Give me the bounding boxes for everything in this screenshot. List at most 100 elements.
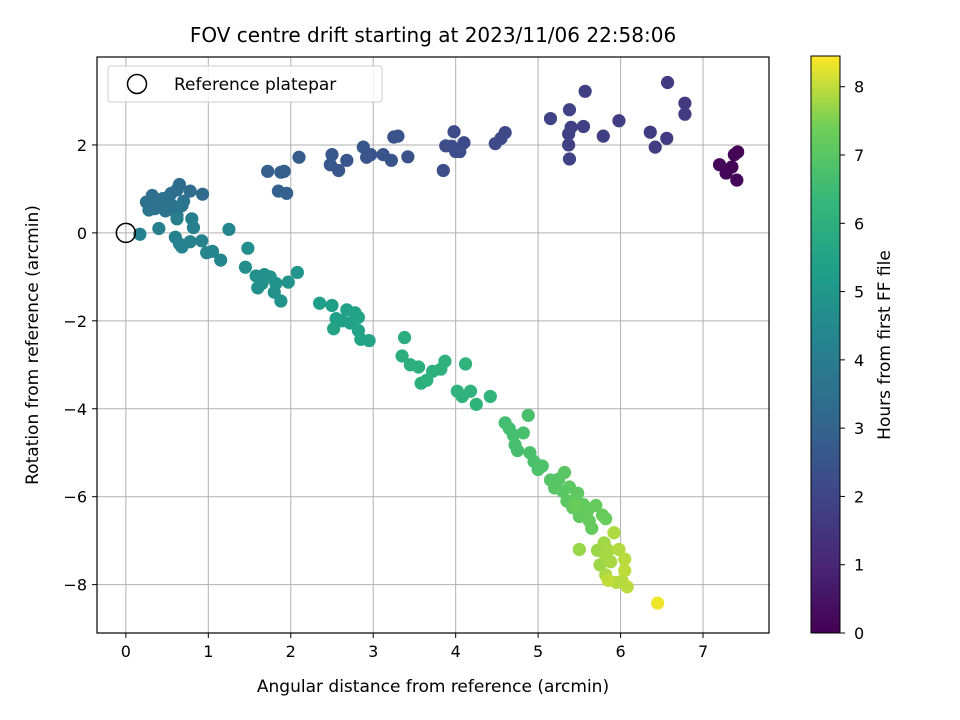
colorbar-tick-label: 4 (854, 351, 864, 370)
data-point (292, 150, 306, 164)
data-point (643, 125, 657, 139)
colorbar-tick-label: 7 (854, 146, 864, 165)
data-point (241, 241, 255, 255)
data-point (327, 322, 341, 336)
data-point (612, 114, 626, 128)
data-point (313, 296, 327, 310)
data-point (469, 397, 483, 411)
colorbar-tick-label: 5 (854, 283, 864, 302)
y-axis-label: Rotation from reference (arcmin) (23, 205, 43, 485)
x-axis-label: Angular distance from reference (arcmin) (257, 677, 609, 697)
data-point (463, 384, 478, 398)
data-point (572, 542, 586, 557)
data-point (604, 555, 618, 569)
reference-layer (115, 222, 137, 244)
data-point (585, 521, 599, 535)
data-point (543, 111, 558, 126)
data-point (397, 330, 412, 345)
data-point (596, 129, 610, 143)
data-point (660, 75, 675, 90)
x-tick-label: 3 (368, 642, 378, 661)
data-point (387, 130, 401, 144)
data-point (323, 158, 337, 172)
data-point (214, 253, 228, 267)
data-point (133, 227, 147, 241)
data-point (340, 153, 354, 167)
x-tick-label: 4 (451, 642, 461, 661)
chart-title: FOV centre drift starting at 2023/11/06 … (190, 23, 676, 47)
colorbar-ticks: 0 1 2 3 4 5 6 7 8 (840, 78, 864, 643)
data-point (521, 408, 535, 422)
legend-marker-reference (126, 73, 148, 95)
data-point (516, 426, 530, 440)
data-point (571, 486, 585, 500)
data-point (601, 573, 615, 587)
data-point (660, 131, 674, 145)
data-point (620, 580, 634, 594)
x-tick-label: 0 (121, 642, 131, 661)
colorbar-label: Hours from first FF file (875, 250, 895, 440)
y-tick-label: −4 (63, 400, 87, 419)
x-tick-label: 2 (286, 642, 296, 661)
data-point (195, 234, 209, 248)
data-point (727, 148, 741, 162)
x-tick-label: 6 (615, 642, 625, 661)
data-point (152, 221, 166, 236)
data-point (568, 498, 582, 513)
data-point (274, 294, 288, 308)
data-point (269, 276, 283, 291)
data-point (376, 148, 390, 162)
data-point (510, 443, 525, 458)
data-point (730, 173, 744, 187)
data-point (195, 187, 210, 201)
data-point (261, 164, 275, 178)
colorbar-tick-label: 6 (854, 214, 864, 233)
data-point (411, 360, 426, 374)
data-point (458, 357, 473, 371)
data-point (142, 203, 156, 217)
data-point (183, 184, 197, 198)
data-point (280, 186, 294, 200)
legend-entry-reference: Reference platepar (174, 75, 336, 95)
data-point (678, 96, 692, 110)
data-point (290, 265, 304, 280)
colorbar-tick-label: 8 (854, 78, 864, 97)
data-point (447, 125, 461, 139)
data-point (562, 138, 576, 152)
data-point (360, 150, 374, 164)
colorbar-gradient (810, 55, 841, 634)
data-point (362, 334, 376, 348)
plot-area-frame (96, 56, 770, 634)
legend: Reference platepar (107, 65, 383, 103)
colorbar-tick-label: 1 (854, 556, 864, 575)
data-point (170, 212, 184, 226)
y-tick-label: −6 (63, 488, 87, 507)
data-point (449, 144, 463, 159)
data-point (601, 543, 615, 557)
x-tick-label: 1 (203, 642, 213, 661)
data-point (562, 127, 576, 141)
data-point (401, 150, 415, 164)
data-point (274, 165, 288, 179)
y-axis-ticks: −8 −6 −4 −2 0 2 (63, 136, 97, 595)
data-point (488, 137, 502, 151)
data-point (535, 459, 549, 473)
data-point (576, 119, 591, 134)
data-point (238, 260, 253, 274)
data-point (175, 199, 189, 213)
data-point (325, 298, 339, 313)
reference-platepar-marker (115, 222, 137, 244)
data-point (678, 107, 692, 121)
data-point (618, 563, 632, 578)
x-axis-ticks: 0 1 2 3 4 5 6 7 (121, 633, 708, 661)
data-point (612, 542, 626, 557)
x-tick-label: 7 (698, 642, 708, 661)
data-point (618, 552, 632, 566)
data-point (356, 140, 370, 154)
data-point (281, 275, 295, 289)
legend-box (107, 65, 383, 103)
data-point (158, 204, 173, 218)
y-tick-label: −2 (63, 312, 87, 331)
data-point (648, 140, 662, 154)
x-tick-label: 5 (533, 642, 543, 661)
